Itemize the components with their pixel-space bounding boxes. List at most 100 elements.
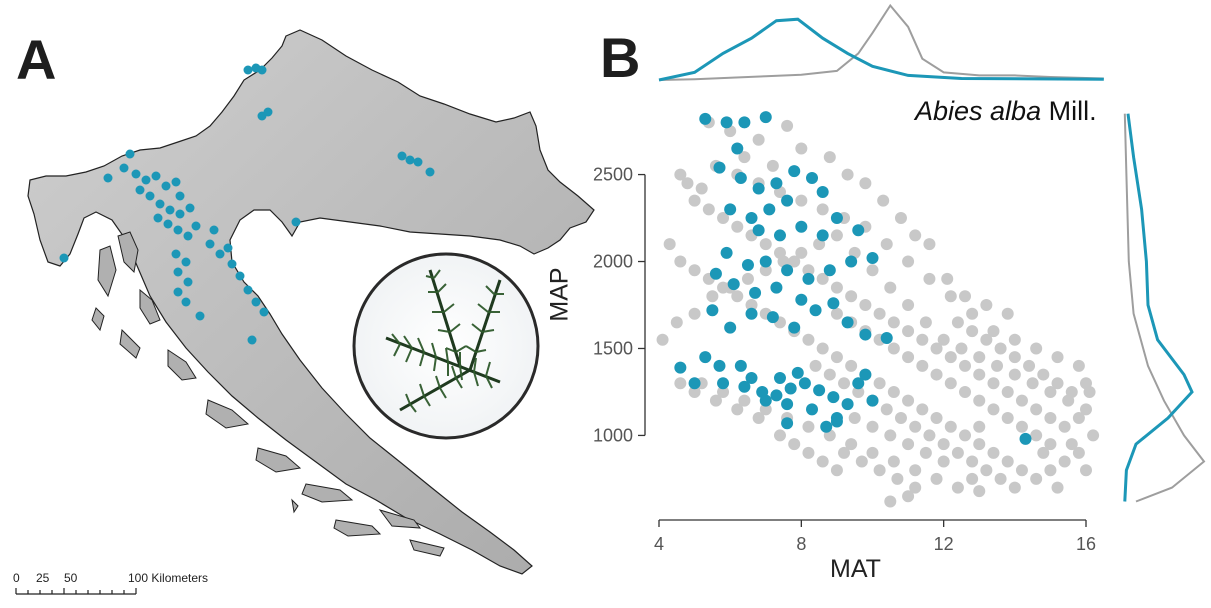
abies-point bbox=[749, 286, 762, 299]
bg-point bbox=[766, 159, 779, 172]
bg-point bbox=[738, 151, 751, 164]
bg-point bbox=[688, 194, 701, 207]
abies-point bbox=[852, 224, 865, 237]
bg-point bbox=[859, 299, 872, 311]
bg-point bbox=[845, 359, 858, 372]
bg-point bbox=[688, 307, 701, 320]
island bbox=[409, 539, 445, 557]
species-authority: Mill. bbox=[1048, 96, 1097, 126]
bg-point bbox=[1051, 481, 1064, 494]
bg-point bbox=[1065, 385, 1078, 398]
bg-point bbox=[752, 133, 765, 146]
bg-point bbox=[674, 168, 687, 181]
fir-branch-photo bbox=[352, 252, 540, 440]
density-x-background bbox=[658, 3, 1104, 81]
bg-point bbox=[1030, 342, 1043, 355]
abies-point bbox=[781, 264, 794, 277]
abies-point bbox=[791, 366, 804, 379]
y-tick-label: 2000 bbox=[593, 252, 633, 272]
bg-point bbox=[1015, 464, 1028, 477]
x-tick-label: 12 bbox=[934, 534, 954, 554]
island bbox=[91, 307, 105, 332]
bg-point bbox=[745, 299, 758, 311]
bg-point bbox=[823, 151, 836, 164]
bg-point bbox=[802, 333, 815, 346]
bg-point bbox=[1037, 446, 1050, 459]
bg-point bbox=[848, 412, 861, 425]
bg-point bbox=[894, 412, 907, 425]
bg-point bbox=[1044, 412, 1057, 425]
bg-point bbox=[887, 342, 900, 355]
bg-point bbox=[1058, 455, 1071, 468]
island bbox=[378, 509, 422, 529]
abies-point bbox=[709, 267, 722, 280]
bg-point bbox=[1044, 464, 1057, 477]
island bbox=[291, 498, 299, 514]
island bbox=[167, 349, 197, 381]
bg-point bbox=[752, 412, 765, 425]
bg-point bbox=[1001, 385, 1014, 398]
bg-point bbox=[1008, 368, 1021, 381]
abies-point bbox=[713, 359, 726, 372]
bg-point bbox=[1001, 455, 1014, 468]
bg-point bbox=[937, 455, 950, 468]
island bbox=[301, 483, 354, 503]
bg-point bbox=[973, 394, 986, 407]
bg-point bbox=[987, 325, 1000, 338]
abies-point bbox=[795, 293, 808, 306]
bg-point bbox=[884, 429, 897, 442]
abies-point bbox=[809, 304, 822, 317]
abies-point bbox=[841, 398, 854, 411]
abies-point bbox=[734, 359, 747, 372]
bg-point bbox=[966, 455, 979, 468]
bg-point bbox=[1051, 351, 1064, 364]
abies-point bbox=[720, 246, 733, 259]
bg-point bbox=[802, 446, 815, 459]
y-tick-label: 2500 bbox=[593, 165, 633, 185]
bg-point bbox=[788, 255, 801, 268]
bg-point bbox=[987, 446, 1000, 459]
bg-point bbox=[1001, 307, 1014, 320]
abies-point bbox=[759, 394, 772, 407]
bg-point bbox=[759, 238, 772, 251]
bg-point bbox=[909, 229, 922, 242]
density-top-layer bbox=[658, 3, 1104, 82]
bg-point bbox=[656, 333, 669, 346]
abies-point bbox=[816, 229, 829, 242]
abies-point bbox=[770, 389, 783, 402]
island bbox=[333, 519, 382, 537]
bg-point bbox=[795, 194, 808, 207]
bg-point bbox=[973, 438, 986, 451]
abies-point bbox=[866, 394, 879, 407]
abies-point bbox=[713, 161, 726, 174]
bg-point bbox=[830, 281, 843, 294]
bg-point bbox=[795, 246, 808, 259]
bg-point bbox=[816, 455, 829, 468]
bg-point bbox=[830, 229, 843, 242]
abies-point bbox=[724, 321, 737, 334]
bg-point bbox=[809, 359, 822, 372]
x-tick-label: 8 bbox=[796, 534, 806, 554]
bg-point bbox=[1026, 377, 1039, 390]
abies-point bbox=[866, 252, 879, 265]
bg-point bbox=[980, 464, 993, 477]
abies-point bbox=[720, 116, 733, 129]
bg-point bbox=[891, 472, 904, 485]
abies-point bbox=[788, 321, 801, 334]
abies-point bbox=[802, 272, 815, 285]
bg-point bbox=[987, 377, 1000, 390]
x-tick-label: 16 bbox=[1076, 534, 1096, 554]
abies-point bbox=[816, 185, 829, 198]
bg-point bbox=[795, 142, 808, 155]
bg-point bbox=[866, 446, 879, 459]
bg-point bbox=[1023, 359, 1036, 372]
bg-point bbox=[887, 385, 900, 398]
abies-point bbox=[763, 203, 776, 216]
bg-point bbox=[1058, 420, 1071, 433]
bg-point bbox=[855, 455, 868, 468]
abies-point bbox=[752, 182, 765, 195]
bg-point bbox=[802, 420, 815, 433]
bg-point bbox=[781, 119, 794, 132]
bg-point bbox=[1080, 464, 1092, 477]
abies-point bbox=[674, 361, 687, 374]
